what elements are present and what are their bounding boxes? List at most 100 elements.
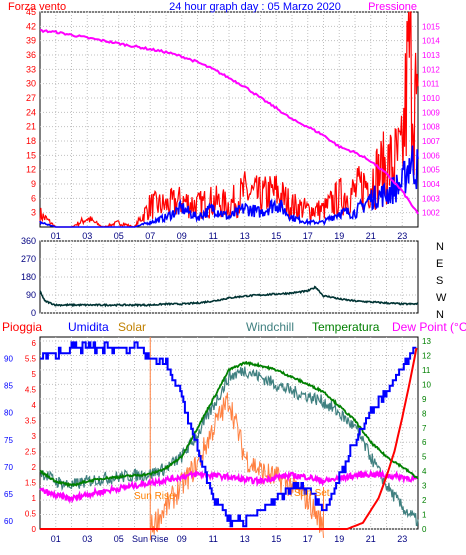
pressure-tick-label: 1003 — [422, 194, 440, 203]
sun-set-annotation: Sun Set — [294, 488, 330, 499]
wind-tick-label: 12 — [26, 165, 36, 175]
humidity-tick-label: 75 — [4, 436, 13, 445]
temp-tick-label: 4 — [422, 467, 427, 476]
wind-tick-label: 24 — [26, 107, 36, 117]
hour-tick-label: 05 — [114, 534, 124, 544]
rain-tick-label: 3 — [32, 432, 37, 441]
hour-tick-label: 09 — [177, 231, 187, 241]
wind-tick-label: 15 — [26, 150, 36, 160]
sun-rise-annotation: Sun Rise — [134, 491, 175, 502]
wind-tick-label: 9 — [31, 179, 36, 189]
hour-tick-label: 19 — [334, 534, 344, 544]
hour-tick-label: 09 — [177, 534, 187, 544]
direction-line — [39, 285, 419, 308]
temp-tick-label: 8 — [422, 409, 427, 418]
hour-tick-label: 01 — [51, 534, 61, 544]
temp-tick-label: 9 — [422, 395, 427, 404]
rain-tick-label: 5 — [32, 370, 37, 379]
hour-tick-label: 19 — [334, 231, 344, 241]
wind-line — [39, 145, 419, 228]
wind-tick-label: 18 — [26, 136, 36, 146]
direction-tick-label: 360 — [21, 236, 36, 246]
temp-tick-label: 2 — [422, 496, 427, 505]
wind-tick-label: 6 — [31, 193, 36, 203]
pressure-tick-label: 1006 — [422, 151, 440, 160]
pressure-tick-label: 1010 — [422, 94, 440, 103]
rain-tick-label: 1 — [32, 494, 37, 503]
chart-title: 24 hour graph day : 05 Marzo 2020 — [169, 1, 341, 13]
hour-tick-label: 13 — [240, 534, 250, 544]
temp-tick-label: 11 — [422, 366, 431, 375]
pressure-tick-label: 1015 — [422, 22, 440, 31]
humidity-line — [40, 341, 417, 528]
humidity-tick-label: 60 — [4, 517, 13, 526]
temp-tick-label: 7 — [422, 424, 427, 433]
hour-tick-label: 05 — [114, 231, 124, 241]
legend-pioggia: Pioggia — [2, 320, 42, 334]
temp-tick-label: 12 — [422, 351, 431, 360]
rain-tick-label: 5.5 — [25, 355, 37, 364]
rain-tick-label: 0.5 — [25, 510, 37, 519]
pressure-tick-label: 1004 — [422, 180, 440, 189]
pressure-tick-label: 1008 — [422, 123, 440, 132]
temp-tick-label: 1 — [422, 511, 427, 520]
legend-dew-point: Dew Point (°C) — [392, 320, 466, 334]
direction-tick-label: 180 — [21, 272, 36, 282]
hour-tick-label: 23 — [397, 534, 407, 544]
hour-tick-label: 11 — [209, 231, 218, 241]
temperature-line — [39, 360, 419, 488]
temp-series — [39, 341, 419, 541]
temp-tick-label: 10 — [422, 380, 431, 389]
temperature-humidity-chart: 01234567891011121300.511.522.533.544.555… — [2, 320, 466, 544]
hour-tick-label: 17 — [303, 231, 313, 241]
pressure-tick-label: 1009 — [422, 108, 440, 117]
rain-line — [40, 347, 418, 530]
pressure-tick-label: 1014 — [422, 37, 440, 46]
direction-tick-label: 270 — [21, 254, 36, 264]
legend-windchill: Windchill — [246, 320, 294, 334]
humidity-tick-label: 70 — [4, 463, 13, 472]
wind-axis-label: Forza vento — [8, 1, 66, 13]
humidity-tick-label: 80 — [4, 409, 13, 418]
temp-tick-label: 0 — [422, 525, 427, 534]
legend-temperatura: Temperatura — [312, 320, 380, 334]
compass-label: N — [436, 241, 444, 253]
humidity-tick-label: 65 — [4, 490, 13, 499]
solar-line — [149, 392, 324, 541]
windchill-line — [39, 366, 419, 527]
pressure-tick-label: 1011 — [422, 80, 440, 89]
wind-tick-label: 36 — [26, 50, 36, 60]
compass-label: E — [436, 258, 443, 270]
pressure-tick-label: 1013 — [422, 51, 440, 60]
wind-tick-label: 33 — [26, 64, 36, 74]
hour-tick-label: Sun Rise — [132, 534, 169, 544]
legend-solar: Solar — [118, 320, 146, 334]
compass-label: S — [436, 275, 443, 287]
wind-tick-label: 45 — [26, 7, 36, 17]
hour-tick-label: 21 — [366, 231, 376, 241]
wind-tick-label: 3 — [31, 208, 36, 218]
pressure-tick-label: 1012 — [422, 65, 440, 74]
hour-tick-label: 03 — [82, 534, 92, 544]
rain-tick-label: 4 — [32, 401, 37, 410]
rain-tick-label: 0 — [32, 525, 37, 534]
direction-tick-label: 0 — [31, 308, 36, 318]
pressure-tick-label: 1007 — [422, 137, 440, 146]
rain-tick-label: 2.5 — [25, 448, 37, 457]
hour-tick-label: 01 — [51, 231, 61, 241]
rain-tick-label: 1.5 — [25, 479, 37, 488]
wind-pressure-chart: 3691215182124273033363942451002100310041… — [8, 1, 440, 241]
hour-tick-label: 15 — [271, 534, 281, 544]
temp-tick-label: 3 — [422, 482, 427, 491]
humidity-tick-label: 90 — [4, 355, 13, 364]
wind-tick-label: 30 — [26, 79, 36, 89]
rain-tick-label: 2 — [32, 463, 37, 472]
hour-tick-label: 07 — [145, 231, 155, 241]
rain-tick-label: 3.5 — [25, 417, 37, 426]
wind-tick-label: 21 — [26, 122, 36, 132]
pressure-axis-label: Pressione — [368, 1, 417, 13]
compass-label: N — [436, 309, 444, 321]
wind-series — [39, 11, 419, 228]
rain-tick-label: 4.5 — [25, 386, 37, 395]
